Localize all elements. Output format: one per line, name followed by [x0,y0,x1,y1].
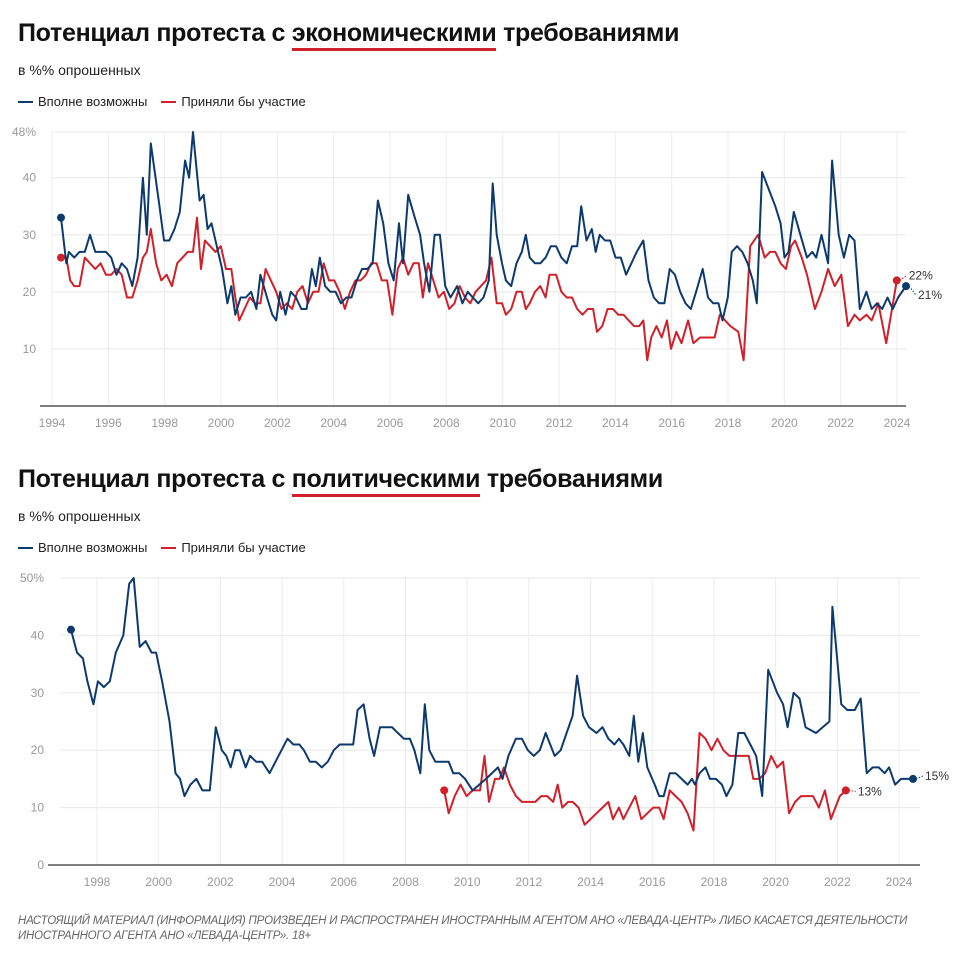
legend-swatch-red [161,546,177,549]
end-label-leader [908,285,917,296]
legend-swatch-red [161,100,177,103]
x-tick-label: 1994 [39,416,66,430]
chart1-legend-item-red: Приняли бы участие [161,94,306,109]
x-tick-label: 2000 [145,875,172,889]
x-tick-label: 1996 [95,416,122,430]
end-label-red: 22% [909,268,933,282]
chart2-legend-item-blue: Вполне возможны [18,540,147,555]
x-tick-label: 2010 [489,416,516,430]
y-tick-label: 10 [23,342,37,356]
series-end-marker-blue [909,774,917,783]
series-line-blue [70,577,913,798]
x-tick-label: 2024 [886,875,913,889]
y-tick-label: 10 [31,801,45,815]
chart1-subtitle: в %% опрошенных [18,62,141,78]
y-tick-label: 40 [31,628,45,642]
chart1-legend-item-blue: Вполне возможны [18,94,147,109]
chart1-title-highlight: экономическими [291,19,497,51]
end-label-leader [915,775,924,780]
chart1-legend: Вполне возможны Приняли бы участие [18,94,306,109]
legend-label: Приняли бы участие [181,94,306,109]
y-tick-label: 20 [23,285,37,299]
series-start-marker-red [440,786,449,795]
chart2-title-suffix: требованиями [486,465,663,493]
legend-label: Приняли бы участие [181,540,306,555]
disclaimer-footer: НАСТОЯЩИЙ МАТЕРИАЛ (ИНФОРМАЦИЯ) ПРОИЗВЕД… [18,915,908,942]
chart2-subtitle: в %% опрошенных [18,508,141,524]
x-tick-label: 2002 [207,875,234,889]
x-tick-label: 2004 [320,416,347,430]
chart1-title: Потенциал протеста с экономическими треб… [18,19,680,51]
x-tick-label: 2004 [269,875,296,889]
legend-swatch-blue [18,546,33,549]
legend-label: Вполне возможны [38,94,148,109]
x-tick-label: 1998 [84,875,111,889]
x-tick-label: 2016 [658,416,685,430]
series-line-red [443,732,847,832]
series-start-marker-blue [67,625,75,634]
x-tick-label: 2022 [824,875,851,889]
y-tick-label: 30 [23,228,37,242]
x-tick-label: 2006 [330,875,357,889]
x-tick-label: 2010 [454,875,481,889]
x-tick-label: 2008 [392,875,419,889]
chart2-legend-item-red: Приняли бы участие [161,540,306,555]
end-label-blue: 15% [925,769,949,783]
series-start-marker-blue [57,213,65,222]
x-tick-label: 2022 [827,416,854,430]
x-tick-label: 2018 [701,875,728,889]
x-tick-label: 2020 [771,416,798,430]
series-start-marker-red [57,253,65,262]
y-tick-label: 40 [23,171,37,185]
series-end-marker-blue [902,282,910,291]
chart1-title-prefix: Потенциал протеста с [18,19,286,47]
x-tick-label: 2008 [433,416,460,430]
x-tick-label: 1998 [151,416,178,430]
end-label-leader [899,275,908,281]
chart1-plot: 10 20 30 40 48% 1994 1996 1998 2000 2002 2004 2006 2… [12,125,942,430]
y-tick-label: 30 [31,686,45,700]
x-tick-label: 2024 [884,416,911,430]
end-label-red: 13% [858,784,882,798]
x-tick-label: 2012 [546,416,573,430]
y-tick-label: 0 [37,858,44,872]
chart2-title-highlight: политическими [291,465,480,497]
legend-swatch-blue [18,100,33,103]
x-tick-label: 2014 [602,416,629,430]
chart2-legend: Вполне возможны Приняли бы участие [18,540,306,555]
legend-label: Вполне возможны [38,540,148,555]
series-line-red [61,216,898,362]
x-tick-label: 2020 [762,875,789,889]
x-tick-label: 2012 [515,875,542,889]
series-line-blue [60,131,907,322]
chart2-plot: 0 10 20 30 40 50% 1998 2000 2002 2004 2006 2008 2010… [20,571,949,889]
x-tick-label: 2002 [264,416,291,430]
series-end-marker-red [841,786,850,795]
y-tick-label: 48% [12,125,36,139]
x-tick-label: 2018 [715,416,742,430]
x-tick-label: 2006 [377,416,404,430]
x-tick-label: 2014 [577,875,604,889]
chart2-title-prefix: Потенциал протеста с [18,465,286,493]
y-tick-label: 20 [31,743,45,757]
x-tick-label: 2016 [639,875,666,889]
y-tick-label: 50% [20,571,44,585]
chart1-title-suffix: требованиями [503,19,680,47]
chart2-title: Потенциал протеста с политическими требо… [18,465,663,497]
end-label-leader [848,789,856,792]
end-label-blue: 21% [918,288,942,302]
x-tick-label: 2000 [208,416,235,430]
series-end-marker-red [892,276,901,285]
